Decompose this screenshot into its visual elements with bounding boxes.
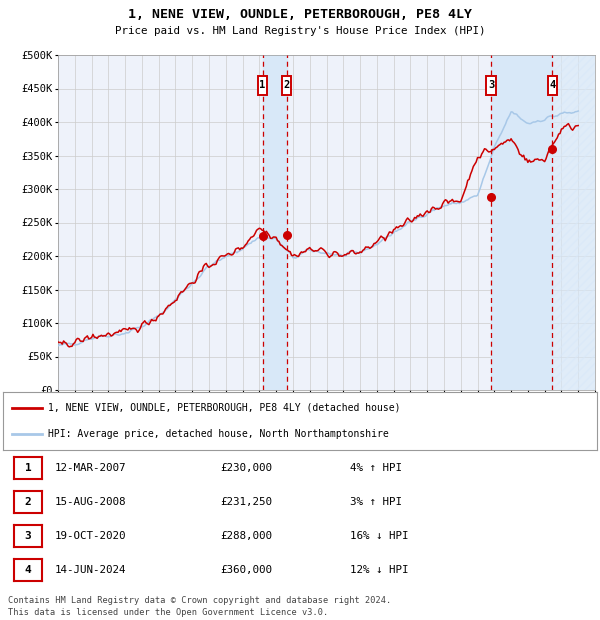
Text: Contains HM Land Registry data © Crown copyright and database right 2024.: Contains HM Land Registry data © Crown c…	[8, 596, 391, 605]
Text: HPI: Average price, detached house, North Northamptonshire: HPI: Average price, detached house, Nort…	[47, 429, 388, 440]
Text: £360,000: £360,000	[220, 565, 272, 575]
Text: £230,000: £230,000	[220, 463, 272, 473]
Text: 12% ↓ HPI: 12% ↓ HPI	[350, 565, 409, 575]
Text: 1: 1	[25, 463, 31, 473]
FancyBboxPatch shape	[487, 76, 496, 94]
Text: 4% ↑ HPI: 4% ↑ HPI	[350, 463, 402, 473]
Text: This data is licensed under the Open Government Licence v3.0.: This data is licensed under the Open Gov…	[8, 608, 328, 617]
Text: 1: 1	[259, 80, 266, 90]
Text: 12-MAR-2007: 12-MAR-2007	[55, 463, 127, 473]
Bar	[263, 55, 287, 390]
Text: 4: 4	[25, 565, 31, 575]
Text: 14-JUN-2024: 14-JUN-2024	[55, 565, 127, 575]
Text: 4: 4	[549, 80, 556, 90]
Text: 15-AUG-2008: 15-AUG-2008	[55, 497, 127, 507]
Text: Price paid vs. HM Land Registry's House Price Index (HPI): Price paid vs. HM Land Registry's House …	[115, 26, 485, 36]
Text: £288,000: £288,000	[220, 531, 272, 541]
Text: 2: 2	[25, 497, 31, 507]
Text: £231,250: £231,250	[220, 497, 272, 507]
Text: 1, NENE VIEW, OUNDLE, PETERBOROUGH, PE8 4LY: 1, NENE VIEW, OUNDLE, PETERBOROUGH, PE8 …	[128, 8, 472, 21]
Text: 19-OCT-2020: 19-OCT-2020	[55, 531, 127, 541]
FancyBboxPatch shape	[548, 76, 557, 94]
Text: 3% ↑ HPI: 3% ↑ HPI	[350, 497, 402, 507]
Bar	[552, 55, 595, 390]
Text: 2: 2	[283, 80, 290, 90]
Text: 16% ↓ HPI: 16% ↓ HPI	[350, 531, 409, 541]
Text: 3: 3	[488, 80, 494, 90]
FancyBboxPatch shape	[282, 76, 291, 94]
FancyBboxPatch shape	[258, 76, 267, 94]
Text: 3: 3	[25, 531, 31, 541]
Text: 1, NENE VIEW, OUNDLE, PETERBOROUGH, PE8 4LY (detached house): 1, NENE VIEW, OUNDLE, PETERBOROUGH, PE8 …	[47, 402, 400, 413]
Bar	[491, 55, 552, 390]
